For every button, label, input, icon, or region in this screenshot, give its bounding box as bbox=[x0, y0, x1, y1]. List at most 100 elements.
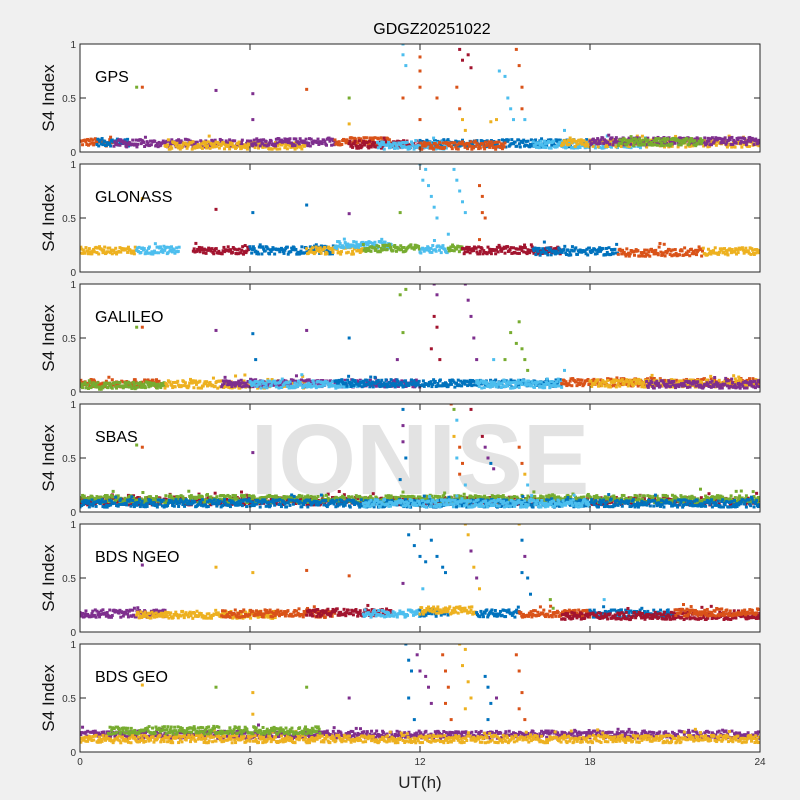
data-point bbox=[262, 143, 266, 147]
data-point bbox=[381, 143, 385, 147]
data-point bbox=[364, 383, 368, 387]
data-point bbox=[233, 144, 237, 148]
data-point bbox=[211, 145, 215, 149]
data-point bbox=[202, 140, 206, 144]
data-point bbox=[292, 246, 296, 250]
data-point bbox=[138, 138, 142, 142]
data-point bbox=[412, 147, 416, 151]
data-point bbox=[366, 382, 370, 386]
data-point bbox=[283, 146, 287, 150]
data-point bbox=[361, 379, 365, 383]
data-point bbox=[150, 250, 154, 254]
data-point bbox=[574, 246, 578, 250]
data-point bbox=[704, 142, 708, 146]
data-point bbox=[344, 381, 348, 385]
data-point bbox=[368, 139, 372, 143]
data-point bbox=[243, 373, 247, 377]
plot-area bbox=[80, 404, 760, 512]
data-point bbox=[627, 136, 631, 140]
data-point bbox=[117, 138, 121, 142]
data-point bbox=[367, 240, 371, 244]
data-point bbox=[537, 380, 541, 384]
data-point bbox=[754, 382, 758, 386]
data-point bbox=[497, 69, 501, 73]
data-point bbox=[268, 252, 272, 256]
data-point bbox=[326, 250, 330, 254]
data-point bbox=[436, 139, 440, 143]
data-point bbox=[91, 384, 95, 388]
data-point bbox=[383, 240, 387, 244]
data-point bbox=[605, 250, 609, 254]
data-point bbox=[119, 250, 123, 254]
data-point bbox=[718, 137, 722, 141]
data-point bbox=[648, 254, 652, 258]
data-point bbox=[748, 144, 752, 148]
data-point bbox=[341, 384, 345, 388]
data-point bbox=[342, 237, 346, 241]
data-point bbox=[696, 248, 700, 252]
data-point bbox=[544, 380, 548, 384]
data-point bbox=[646, 377, 650, 381]
data-point bbox=[729, 248, 733, 252]
data-point bbox=[520, 347, 524, 351]
data-point bbox=[632, 141, 636, 145]
data-point bbox=[554, 378, 558, 382]
data-point bbox=[593, 146, 597, 150]
data-point bbox=[424, 143, 428, 147]
data-point bbox=[680, 379, 684, 383]
data-point bbox=[133, 142, 137, 146]
data-point bbox=[559, 249, 563, 253]
data-point bbox=[514, 47, 518, 51]
data-point bbox=[736, 385, 740, 389]
data-point bbox=[601, 247, 605, 251]
data-point bbox=[323, 245, 327, 249]
data-point bbox=[429, 194, 433, 198]
data-point bbox=[756, 250, 760, 254]
data-point bbox=[234, 146, 238, 150]
data-point bbox=[722, 250, 726, 254]
data-point bbox=[252, 383, 256, 387]
data-point bbox=[206, 383, 210, 387]
data-point bbox=[359, 383, 363, 387]
y-tick-label: 0.5 bbox=[62, 214, 76, 225]
data-point bbox=[80, 247, 84, 251]
data-point bbox=[557, 142, 561, 146]
data-point bbox=[177, 146, 181, 150]
data-point bbox=[237, 247, 241, 251]
data-point bbox=[493, 383, 497, 387]
data-point bbox=[646, 385, 650, 389]
panel-label: GLONASS bbox=[95, 189, 172, 206]
data-point bbox=[211, 376, 215, 380]
data-point bbox=[664, 138, 668, 142]
data-point bbox=[107, 250, 111, 254]
data-point bbox=[387, 384, 391, 388]
data-point bbox=[705, 378, 709, 382]
data-point bbox=[138, 381, 142, 385]
data-point bbox=[500, 381, 504, 385]
data-point bbox=[678, 136, 682, 140]
data-point bbox=[714, 382, 718, 386]
data-point bbox=[362, 248, 366, 252]
data-point bbox=[455, 140, 459, 144]
data-point bbox=[113, 251, 117, 255]
data-point bbox=[392, 141, 396, 145]
data-point bbox=[195, 140, 199, 144]
data-point bbox=[196, 386, 200, 390]
data-point bbox=[403, 145, 407, 149]
data-point bbox=[102, 502, 106, 506]
data-point bbox=[676, 145, 680, 149]
data-point bbox=[490, 382, 494, 386]
data-point bbox=[277, 142, 281, 146]
data-point bbox=[727, 138, 731, 142]
data-point bbox=[372, 244, 376, 248]
data-point bbox=[438, 143, 442, 147]
data-point bbox=[700, 249, 704, 253]
data-point bbox=[495, 385, 499, 389]
data-point bbox=[209, 145, 213, 149]
data-point bbox=[88, 384, 92, 388]
data-point bbox=[725, 250, 729, 254]
data-point bbox=[153, 249, 157, 253]
data-point bbox=[473, 383, 477, 387]
data-point bbox=[661, 379, 665, 383]
